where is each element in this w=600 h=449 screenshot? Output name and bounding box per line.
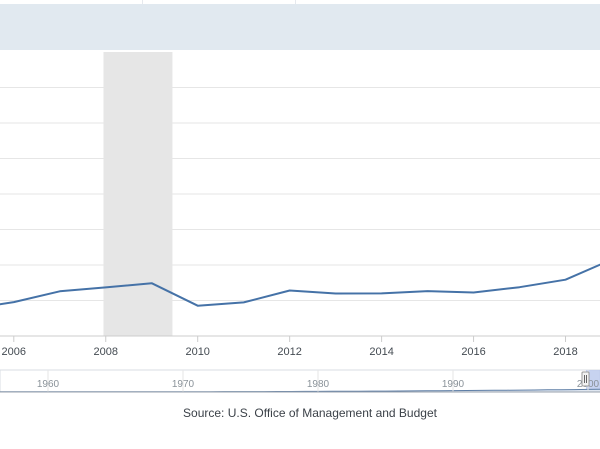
navigator-series-area (0, 389, 600, 392)
navigator-tick-label: 1980 (307, 379, 330, 390)
top-divider (142, 0, 143, 4)
x-tick-label: 2014 (369, 346, 393, 358)
y-gridlines (0, 87, 600, 301)
navigator-handle[interactable] (581, 371, 590, 387)
x-tick-label: 2012 (277, 346, 301, 358)
navigator-background (0, 369, 600, 393)
navigator-tick-label: 1970 (172, 379, 195, 390)
x-tick-label: 2006 (2, 346, 26, 358)
top-divider (295, 0, 296, 4)
chart-header-band (0, 4, 600, 50)
x-tick-label: 2010 (185, 346, 209, 358)
x-tick-label: 2016 (461, 346, 485, 358)
x-tick-label: 2018 (553, 346, 577, 358)
navigator-tick-label: 1990 (442, 379, 465, 390)
navigator[interactable]: 19601970198019902000 (0, 369, 600, 393)
chart-area: 2006 2008 2010 2012 2014 2016 2018 1960 1970 198… (0, 52, 600, 393)
series-layer (0, 263, 600, 307)
x-axis-ticks: 2006 2008 2010 2012 2014 2016 2018 (2, 336, 578, 358)
navigator-tick-label: 1960 (37, 379, 60, 390)
source-note: Source: U.S. Office of Management and Bu… (183, 406, 437, 420)
series-line (0, 263, 600, 307)
top-strip (0, 0, 600, 4)
x-tick-label: 2008 (94, 346, 118, 358)
